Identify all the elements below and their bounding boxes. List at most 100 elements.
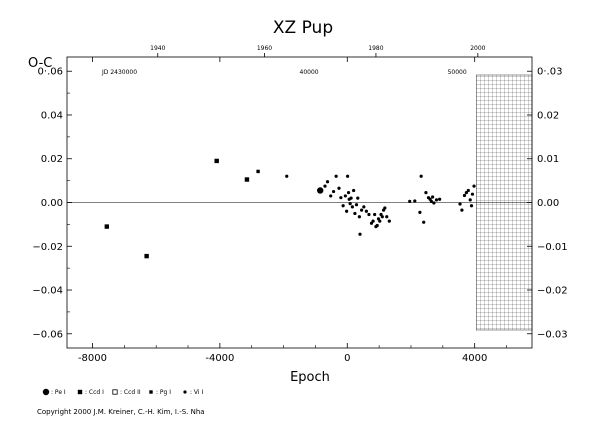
data-point [358, 232, 362, 236]
legend-label: : Vi I [190, 389, 203, 396]
data-point [350, 205, 354, 209]
data-point [325, 180, 330, 184]
data-point [373, 212, 377, 217]
data-point [367, 212, 371, 217]
legend-label: : Ccd I [85, 389, 104, 396]
x-axis-label: Epoch [290, 370, 330, 385]
data-point [464, 191, 468, 195]
data-point [364, 209, 368, 213]
jd-tick-label: JD 2430000 [101, 69, 137, 76]
data-point [429, 199, 433, 204]
data-point [345, 174, 350, 178]
data-point [337, 186, 341, 190]
y2-tick-label: 0·.03 [537, 67, 562, 78]
data-point [339, 196, 343, 200]
data-point [375, 223, 379, 228]
data-point [244, 177, 250, 182]
data-point [214, 158, 219, 164]
year-tick-label: 1960 [257, 45, 272, 52]
data-point [346, 191, 351, 195]
data-point [418, 210, 422, 214]
data-point [353, 211, 357, 216]
data-point [354, 203, 359, 207]
data-point [317, 187, 324, 194]
legend-marker [149, 390, 153, 394]
data-points [104, 158, 476, 259]
y-axis-ticks: −0.06 −0.04 −0.02 0.00 0.02 0.04 0·.06 [32, 67, 72, 340]
legend-marker [77, 389, 83, 395]
data-point [470, 192, 475, 196]
data-point [438, 197, 442, 201]
data-point [362, 205, 366, 209]
data-point [378, 219, 382, 223]
right-axis-ticks: −0.03 −0.02 −0.01 0.00 0.01 0.02 0·.03 [527, 67, 568, 340]
data-point [331, 189, 336, 194]
data-point [469, 204, 474, 208]
data-point [357, 215, 361, 219]
jd-tick-label: 50000 [448, 69, 467, 76]
data-point [432, 201, 436, 205]
data-point [144, 253, 149, 259]
legend-label: : Ccd II [120, 389, 141, 396]
data-point [345, 209, 349, 213]
x-tick-label: -8000 [78, 353, 107, 364]
data-point [360, 208, 364, 212]
x-tick-label: -4000 [205, 353, 234, 364]
data-point [472, 184, 476, 188]
y2-tick-label: −0.03 [537, 329, 568, 340]
data-point [385, 215, 389, 219]
y2-tick-label: 0.00 [537, 198, 559, 209]
x-axis-ticks: -8000 -4000 0 4000 [78, 57, 507, 364]
y2-tick-label: −0.02 [537, 286, 568, 297]
data-point [341, 204, 345, 208]
y-tick-label: 0·.06 [38, 67, 63, 78]
legend: : Pe I : Ccd I : Ccd II : Pg I : Vi I [42, 388, 203, 396]
data-point [352, 188, 356, 193]
data-point [408, 199, 412, 204]
data-point [371, 219, 375, 223]
data-point [383, 206, 387, 210]
x-tick-label: 0 [344, 353, 350, 364]
year-tick-label: 1980 [368, 45, 383, 52]
data-point [460, 208, 464, 212]
data-point [323, 184, 327, 188]
data-point [424, 191, 428, 195]
data-point [466, 188, 470, 193]
data-point [387, 219, 391, 223]
data-point [413, 199, 417, 203]
y-tick-label: 0.00 [41, 198, 63, 209]
jd-tick-label: 40000 [300, 69, 319, 76]
data-point [334, 174, 338, 178]
y2-tick-label: 0.02 [537, 110, 559, 121]
data-point [349, 196, 353, 200]
x-tick-label: 4000 [462, 353, 487, 364]
y-tick-label: 0.02 [41, 154, 63, 165]
data-point [431, 195, 435, 199]
y-tick-label: −0.04 [32, 286, 63, 297]
y-axis-label: O-C [28, 56, 52, 71]
data-point [329, 194, 333, 198]
data-point [422, 220, 426, 224]
legend-label: : Pe I [51, 389, 66, 396]
chart-title: XZ Pup [273, 18, 333, 38]
data-point [419, 174, 423, 178]
data-point [285, 174, 289, 178]
y2-tick-label: −0.01 [537, 242, 568, 253]
y2-tick-label: 0.01 [537, 154, 559, 165]
data-point [343, 194, 347, 198]
y-tick-label: −0.02 [32, 242, 63, 253]
year-tick-label: 2000 [470, 45, 485, 52]
legend-marker [112, 389, 118, 395]
year-axis-ticks: 1940 1960 1980 2000 JD 2430000 40000 50000 [101, 45, 486, 76]
legend-marker [42, 388, 50, 396]
data-point [458, 202, 462, 206]
data-point [380, 215, 384, 219]
y-tick-label: 0.04 [41, 110, 63, 121]
legend-label: : Pg I [156, 389, 171, 396]
y-tick-label: −0.06 [32, 329, 63, 340]
year-tick-label: 1940 [150, 45, 165, 52]
data-point [468, 198, 472, 202]
data-point [462, 193, 467, 198]
legend-marker [183, 390, 187, 394]
